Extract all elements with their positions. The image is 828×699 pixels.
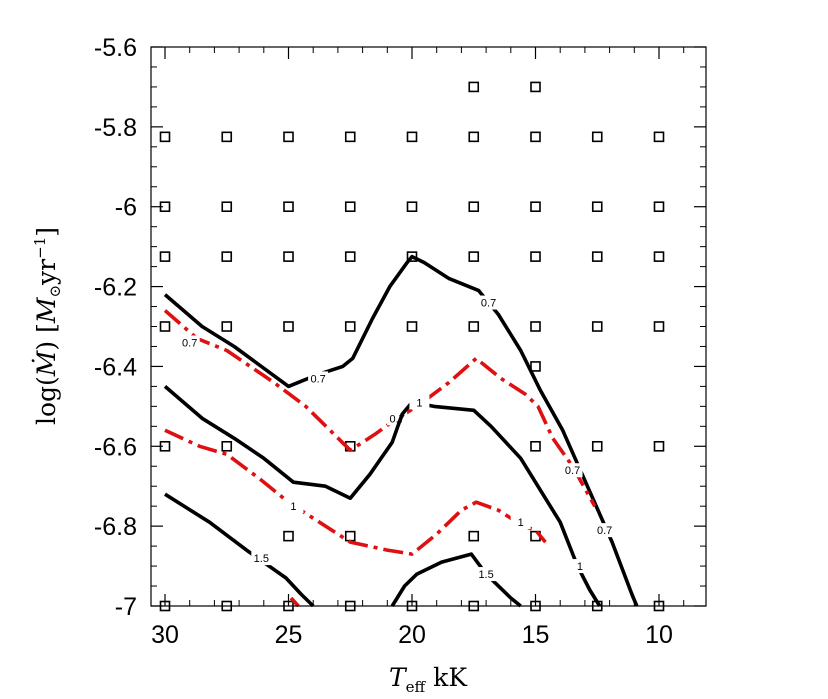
contour-label-bg [569, 559, 590, 574]
grid-point-marker [406, 201, 418, 213]
contour-label: 0.7 [597, 525, 612, 537]
plot-background [151, 47, 706, 606]
grid-point-marker [653, 251, 665, 262]
grid-point-marker [344, 131, 356, 143]
contour-line [164, 428, 547, 556]
y-tick-label: -6.6 [94, 433, 137, 461]
y-tick-label: -6.4 [94, 353, 137, 381]
grid-point-marker [468, 201, 480, 213]
grid-point-marker [159, 131, 171, 143]
grid-point-marker [344, 251, 356, 262]
grid-point-marker [468, 530, 480, 542]
contour-label: 0.7 [565, 465, 580, 477]
grid-point-marker [468, 251, 480, 262]
contour-label-bg [478, 295, 499, 310]
x-tick-label: 30 [151, 621, 179, 649]
grid-point-marker [591, 201, 603, 213]
grid-point-marker [468, 81, 480, 93]
x-tick-label: 20 [398, 621, 426, 649]
y-tick-label: -5.6 [94, 34, 137, 62]
grid-point-marker [591, 440, 603, 452]
grid-point-marker [159, 251, 171, 262]
contour-label-bg [562, 463, 583, 478]
grid-point-marker [530, 361, 541, 372]
contour-label-bg [594, 523, 615, 538]
grid-point-marker [221, 440, 233, 452]
grid-point-marker [283, 251, 294, 262]
plot-frame [150, 46, 707, 607]
contour-line [163, 309, 597, 508]
grid-point-marker [530, 440, 541, 452]
grid-point-marker [530, 201, 541, 213]
x-tick-label: 10 [645, 621, 673, 649]
grid-point-marker [221, 321, 233, 332]
grid-point-marker [221, 201, 233, 213]
contour-label: 0.7 [182, 337, 197, 349]
y-tick-label: -6.8 [94, 513, 137, 541]
x-tick-label: 15 [522, 621, 550, 649]
grid-point-marker [283, 131, 294, 143]
grid-point-marker [344, 321, 356, 332]
x-axis-label: Teff kK [389, 663, 468, 696]
grid-point-marker [344, 530, 356, 542]
contour-line [289, 596, 300, 608]
contour-label-bg [476, 567, 497, 582]
grid-point-marker [591, 321, 603, 332]
grid-point-marker [530, 131, 541, 143]
contour-label: 0.7 [481, 298, 496, 310]
grid-point-marker [653, 131, 665, 143]
grid-point-marker [221, 131, 233, 143]
grid-point-marker [406, 321, 418, 332]
contour-label: 1 [577, 561, 583, 573]
grid-point-marker [344, 201, 356, 213]
grid-point-marker [530, 81, 541, 93]
contour-line [390, 552, 522, 608]
contour-label-bg [283, 499, 304, 514]
contour-label: 0.7 [310, 373, 325, 385]
y-tick-label: -6 [115, 194, 137, 222]
axes: 30 25 20 15 10 -5.6 -5.8 -6 -6.2 -6.4 -6.6 -6.8 -7 [94, 34, 706, 649]
grid-point-marker [591, 251, 603, 262]
grid-point-marker [530, 321, 541, 332]
y-tick-label: -6.2 [94, 274, 137, 302]
contour-line [163, 385, 602, 607]
contour-label-bg [409, 395, 430, 410]
y-axis-label: log(Ṁ) [M⊙yr−1] [31, 227, 64, 425]
grid-point-marker [283, 530, 294, 542]
grid-point-marker [530, 251, 541, 262]
grid-point-marker [591, 131, 603, 143]
contour-label: 1 [518, 517, 524, 529]
grid-point-marker [653, 201, 665, 213]
contour-label-bg [179, 335, 200, 350]
grid-point-marker [283, 201, 294, 213]
grid-point-marker [653, 321, 665, 332]
grid-point-marker [406, 131, 418, 143]
grid-point-marker [159, 321, 171, 332]
grid-point-marker [468, 321, 480, 332]
contour-label: 1 [290, 501, 296, 513]
contour-line [163, 254, 639, 607]
contour-label: 1.5 [254, 553, 269, 565]
contour-label-bg [308, 371, 329, 386]
contour-label: 1 [416, 397, 422, 409]
y-tick-label: -5.8 [94, 114, 137, 142]
contour-label-bg [251, 551, 272, 566]
grid-point-marker [221, 251, 233, 262]
contour-label-bg [510, 515, 531, 530]
x-tick-label: 25 [275, 621, 303, 649]
grid-point-marker [468, 131, 480, 143]
contour-label: 1.5 [478, 569, 493, 581]
grid-point-marker [283, 321, 294, 332]
grid-point-marker [653, 440, 665, 452]
y-tick-label: -7 [115, 593, 137, 621]
